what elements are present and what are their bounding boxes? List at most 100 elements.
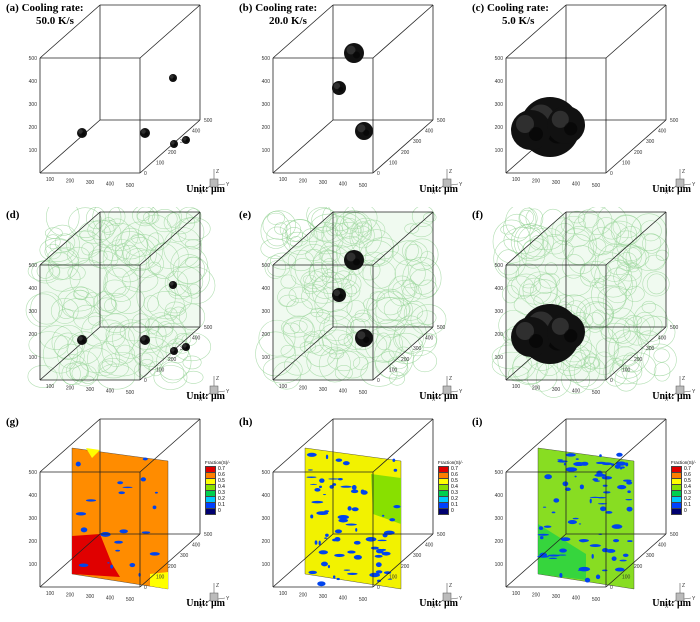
cube-edge (272, 326, 334, 381)
tick-label-front: 300 (86, 594, 95, 600)
mid-fraction-region (150, 572, 168, 589)
legend-label: 0.6 (451, 472, 458, 478)
unit-label: Unit: μm (652, 598, 691, 609)
legend-label: 0 (218, 508, 221, 514)
panel-label-rate: 5.0 K/s (502, 15, 535, 27)
green-fraction-region (371, 474, 401, 524)
panel-label: (e) (239, 209, 251, 222)
legend-label: 0.4 (684, 484, 691, 490)
tick-label-side: 400 (425, 129, 434, 135)
cube-edge (39, 211, 101, 266)
tick-label-front: 300 (552, 594, 561, 600)
legend-swatch (438, 507, 449, 515)
tick-label-front: 500 (359, 597, 368, 603)
tick-label-side: 0 (144, 378, 147, 384)
tick-label-vertical: 400 (29, 286, 38, 292)
pore-blob (169, 74, 177, 82)
cube-edge (372, 119, 434, 174)
tick-label-vertical: 400 (29, 493, 38, 499)
tick-label-side: 500 (437, 532, 446, 538)
tick-label-side: 400 (658, 129, 667, 135)
cube-edge (139, 418, 201, 473)
tick-label-side: 500 (204, 532, 213, 538)
legend-label: 0.5 (451, 478, 458, 484)
tick-label-vertical: 300 (262, 309, 271, 315)
tick-label-front: 400 (106, 596, 115, 602)
panel-b: 500 400 300 200 100 100 200 300 400 500 0 100 200 300… (233, 0, 466, 207)
pore-blob (169, 281, 177, 289)
legend-label: 0.7 (684, 466, 691, 472)
tick-label-front: 500 (126, 390, 135, 396)
panel-plot: 5004003002001001002003004005000100200300… (29, 4, 230, 196)
axis-letter-y: Y (459, 182, 463, 188)
tick-label-front: 200 (532, 386, 541, 392)
tick-label-front: 500 (592, 183, 601, 189)
colorbar-legend: Fraction(S)/- 0.7 0.6 0.5 0.4 0.3 0.2 0.1 0 (438, 460, 474, 515)
tick-label-vertical: 500 (495, 470, 504, 476)
legend-label: 0 (684, 508, 687, 514)
pore-blob (547, 313, 585, 351)
axis-letter-x: X (665, 190, 669, 196)
tick-label-vertical: 100 (29, 148, 38, 154)
cube-edge (505, 4, 567, 59)
tick-label-front: 200 (532, 179, 541, 185)
pore-blob (182, 343, 190, 351)
tick-label-side: 0 (377, 585, 380, 591)
tick-label-side: 0 (610, 378, 613, 384)
legend-swatch (671, 507, 682, 515)
cube-edge (39, 119, 101, 174)
pore-blob (511, 110, 551, 150)
legend-title: Fraction(S)/- (205, 460, 231, 465)
cube-edge (39, 418, 101, 473)
tick-label-vertical: 100 (29, 355, 38, 361)
unit-label: Unit: μm (419, 184, 458, 195)
tick-label-vertical: 300 (29, 309, 38, 315)
axis-letter-x: X (432, 604, 436, 610)
tick-label-front: 500 (592, 390, 601, 396)
legend-label: 0.1 (684, 502, 691, 508)
axis-letter-x: X (665, 604, 669, 610)
tick-label-side: 100 (389, 160, 398, 166)
cube-edge (372, 4, 434, 59)
cube-edge (505, 211, 567, 266)
panel-label-title: (f) (472, 209, 483, 221)
unit-label: Unit: μm (419, 391, 458, 402)
cube-edge (372, 418, 434, 473)
tick-label-vertical: 200 (29, 125, 38, 131)
tick-label-side: 100 (622, 160, 631, 166)
axis-letter-z: Z (682, 583, 685, 589)
tick-label-side: 500 (204, 325, 213, 331)
tick-label-side: 0 (377, 171, 380, 177)
panel-label-title: (a) Cooling rate: (6, 2, 84, 14)
cube-edge (272, 211, 334, 266)
tick-label-side: 500 (437, 325, 446, 331)
legend-label: 0.5 (218, 478, 225, 484)
tick-label-side: 300 (413, 346, 422, 352)
pore-blob (77, 128, 87, 138)
tick-label-side: 500 (670, 325, 679, 331)
axis-letter-z: Z (449, 583, 452, 589)
cube-edge (605, 326, 667, 381)
legend-label: 0.4 (218, 484, 225, 490)
cube-edge (139, 533, 201, 588)
pore-blob (170, 140, 178, 148)
tick-label-front: 100 (46, 177, 55, 183)
panel-i: 500 400 300 200 100 100 200 300 400 500 0 100 200 300… (466, 414, 699, 621)
tick-label-vertical: 500 (262, 263, 271, 269)
axis-letter-x: X (665, 397, 669, 403)
legend-label: 0.2 (218, 496, 225, 502)
tick-label-front: 100 (512, 384, 521, 390)
tick-label-vertical: 100 (262, 562, 271, 568)
tick-label-vertical: 500 (262, 470, 271, 476)
panel-label-title: (g) (6, 416, 19, 428)
tick-label-vertical: 500 (495, 56, 504, 62)
axis-orientation-icon: Z X Y (432, 169, 463, 196)
axis-letter-y: Y (226, 389, 230, 395)
colorbar-legend: Fraction(S)/- 0.7 0.6 0.5 0.4 0.3 0.2 0.1 0 (671, 460, 700, 515)
legend-label: 0.3 (684, 490, 691, 496)
legend-label: 0.3 (451, 490, 458, 496)
